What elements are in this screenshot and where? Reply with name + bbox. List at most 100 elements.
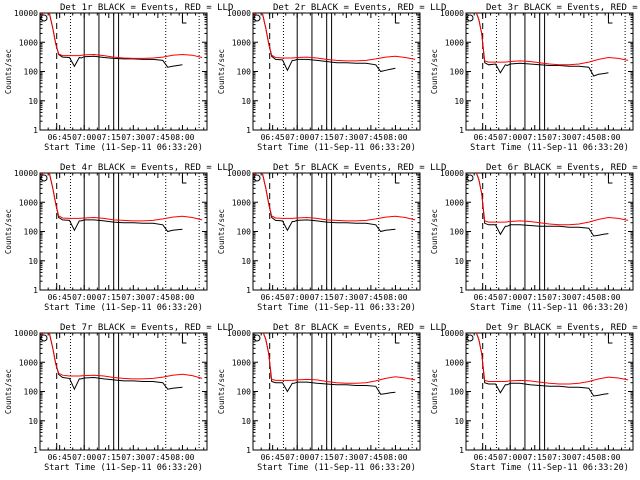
x-tick-label: 06:45 [474, 293, 498, 302]
x-tick-label: 07:30 [121, 453, 145, 462]
series-lld [255, 333, 416, 384]
panel-title: Det 1r BLACK = Events, RED = LLD [60, 3, 233, 13]
bracket-marker [607, 175, 613, 184]
panel-7: Det 7r BLACK = Events, RED = LLD 1 10 100 10… [4, 323, 233, 473]
bracket-marker [394, 175, 400, 184]
y-axis-label: Counts/sec [217, 369, 226, 414]
start-marker [40, 174, 48, 182]
plot-frame [252, 332, 421, 451]
panel-3: Det 3r BLACK = Events, RED = LLD 1 10 100 10… [430, 3, 640, 153]
y-tick-label: 100 [24, 388, 39, 397]
bracket-marker [394, 335, 400, 344]
series-events [468, 13, 609, 77]
panel-title: Det 5r BLACK = Events, RED = LLD [273, 163, 446, 173]
x-tick-label: 07:30 [547, 133, 571, 142]
y-tick-label: 10000 [440, 9, 464, 18]
panel-4: Det 4r BLACK = Events, RED = LLD 1 10 100 10… [4, 163, 233, 313]
x-axis-label: Start Time (11-Sep-11 06:33:20) [470, 143, 629, 153]
start-marker [40, 334, 48, 342]
start-marker [253, 174, 261, 182]
series-events [254, 173, 396, 233]
x-tick-label: 08:00 [596, 133, 620, 142]
y-tick-label: 1 [459, 446, 464, 455]
x-tick-label: 07:45 [572, 293, 596, 302]
x-axis-label: Start Time (11-Sep-11 06:33:20) [257, 463, 416, 473]
x-axis-label: Start Time (11-Sep-11 06:33:20) [470, 303, 629, 313]
y-tick-label: 1000 [445, 38, 464, 47]
y-tick-label: 100 [450, 388, 465, 397]
x-tick-label: 06:45 [261, 453, 285, 462]
x-tick-label: 06:45 [48, 453, 72, 462]
panel-title: Det 6r BLACK = Events, RED = LLD [486, 163, 640, 173]
plot-frame [39, 332, 208, 451]
series-events [41, 13, 183, 68]
plot-frame [465, 172, 634, 291]
x-tick-label: 08:00 [170, 293, 194, 302]
x-axis-label: Start Time (11-Sep-11 06:33:20) [44, 463, 203, 473]
x-axis-label: Start Time (11-Sep-11 06:33:20) [44, 303, 203, 313]
y-tick-label: 1000 [445, 198, 464, 207]
x-tick-label: 07:30 [334, 293, 358, 302]
y-tick-label: 10 [28, 417, 38, 426]
x-tick-label: 07:45 [146, 453, 170, 462]
y-tick-label: 10000 [227, 9, 251, 18]
x-tick-label: 07:15 [523, 453, 547, 462]
x-tick-label: 06:45 [261, 133, 285, 142]
x-tick-label: 08:00 [383, 293, 407, 302]
y-tick-label: 10 [454, 97, 464, 106]
x-tick-label: 07:30 [121, 293, 145, 302]
y-axis-label: Counts/sec [430, 369, 439, 414]
y-tick-label: 10 [454, 257, 464, 266]
y-tick-label: 10000 [14, 169, 38, 178]
bracket-marker [607, 335, 613, 344]
y-tick-label: 10000 [14, 329, 38, 338]
y-axis-label: Counts/sec [217, 209, 226, 254]
y-tick-label: 1 [459, 286, 464, 295]
x-tick-label: 07:15 [523, 133, 547, 142]
y-tick-label: 10000 [14, 9, 38, 18]
x-tick-label: 07:30 [334, 453, 358, 462]
y-tick-label: 10 [241, 257, 251, 266]
series-lld [254, 173, 416, 222]
x-tick-label: 08:00 [170, 133, 194, 142]
panel-8: Det 8r BLACK = Events, RED = LLD 1 10 100 10… [217, 323, 446, 473]
x-tick-label: 07:15 [97, 453, 121, 462]
series-events [41, 173, 183, 233]
x-tick-label: 06:45 [48, 133, 72, 142]
y-tick-label: 10000 [227, 169, 251, 178]
start-marker [253, 14, 261, 22]
y-tick-label: 10000 [440, 329, 464, 338]
y-tick-label: 100 [450, 228, 465, 237]
x-tick-label: 07:30 [121, 133, 145, 142]
series-lld [41, 333, 203, 380]
y-tick-label: 1 [246, 446, 251, 455]
y-axis-label: Counts/sec [430, 49, 439, 94]
x-tick-label: 07:45 [359, 453, 383, 462]
start-marker [253, 334, 261, 342]
plot-frame [465, 12, 634, 131]
plot-area [466, 173, 629, 290]
bracket-marker [607, 15, 613, 24]
y-tick-label: 1000 [232, 358, 251, 367]
x-tick-label: 07:45 [572, 453, 596, 462]
y-tick-label: 1 [33, 126, 38, 135]
x-axis-label: Start Time (11-Sep-11 06:33:20) [257, 303, 416, 313]
y-tick-label: 10 [241, 417, 251, 426]
y-tick-label: 10000 [227, 329, 251, 338]
plot-frame [465, 332, 634, 451]
y-tick-label: 10 [28, 97, 38, 106]
x-tick-label: 07:00 [285, 293, 309, 302]
x-tick-label: 08:00 [383, 453, 407, 462]
panel-9: Det 9r BLACK = Events, RED = LLD 1 10 100 10… [430, 323, 640, 473]
x-tick-label: 07:15 [97, 293, 121, 302]
y-tick-label: 1 [246, 286, 251, 295]
y-tick-label: 1 [33, 446, 38, 455]
panel-title: Det 9r BLACK = Events, RED = LLD [486, 323, 640, 333]
y-tick-label: 1000 [232, 198, 251, 207]
x-tick-label: 07:45 [359, 133, 383, 142]
x-tick-label: 07:15 [310, 133, 334, 142]
y-tick-label: 10 [241, 97, 251, 106]
start-marker [466, 174, 474, 182]
panel-title: Det 3r BLACK = Events, RED = LLD [486, 3, 640, 13]
